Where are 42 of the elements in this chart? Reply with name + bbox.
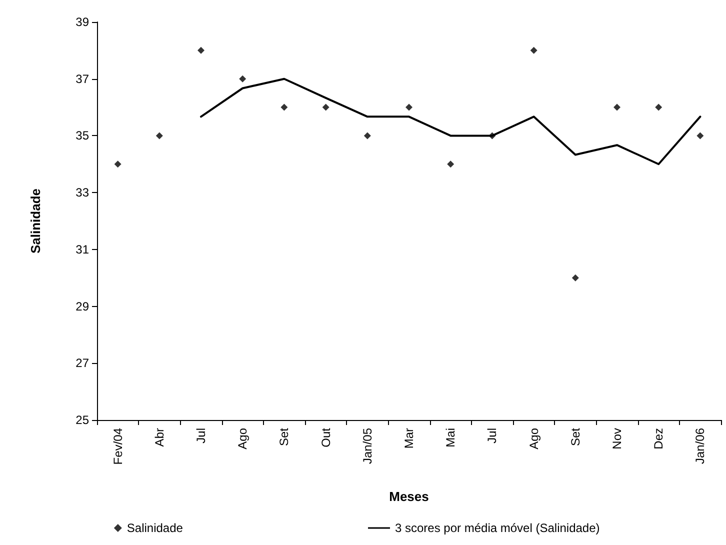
x-tick-label: Dez (652, 428, 666, 450)
x-tick-label: Mai (444, 428, 458, 448)
y-tick-label: 25 (76, 413, 90, 427)
line-series (200, 78, 702, 166)
point (614, 104, 620, 111)
point (655, 104, 662, 111)
y-tick-label: 27 (76, 356, 90, 370)
x-tick-label: Nov (610, 428, 624, 450)
point (530, 46, 538, 54)
x-tick-label: Mar (402, 428, 416, 449)
legend-label: Salinidade (126, 521, 184, 535)
point (280, 104, 288, 111)
point (447, 160, 454, 168)
y-tick-label: 29 (76, 299, 90, 314)
x-tick-label: Set (568, 427, 582, 446)
y-axis-title: Salinidade (28, 188, 43, 254)
y-tick-label: 39 (76, 15, 90, 29)
x-tick-label: Out (318, 427, 333, 448)
y-tick-label: 35 (76, 128, 90, 143)
y-tick-label: 37 (76, 72, 90, 86)
x-tick-label: Ago (236, 428, 250, 450)
point (406, 104, 412, 111)
x-tick-label: Ago (526, 428, 541, 450)
x-tick-label: Set (277, 427, 292, 446)
x-axis-title: Meses (389, 489, 429, 504)
y-tick-label: 33 (76, 186, 90, 200)
x-tick-label: Jul (485, 428, 500, 444)
x-tick-label: Fev/04 (110, 428, 125, 465)
point (239, 75, 246, 82)
point (198, 46, 204, 54)
x-tick-label: Jan/05 (360, 428, 374, 464)
point (322, 104, 330, 111)
point (114, 160, 122, 168)
point (364, 132, 371, 140)
point (156, 132, 163, 140)
x-tick-label: Abr (152, 428, 166, 447)
legend-label: 3 scores por média móvel (Salinidade) (395, 521, 600, 535)
x-tick-label: Jul (194, 428, 208, 444)
point (696, 132, 704, 140)
x-tick-label: Jan/06 (693, 428, 708, 464)
point (572, 274, 579, 282)
y-tick-label: 31 (76, 242, 90, 256)
